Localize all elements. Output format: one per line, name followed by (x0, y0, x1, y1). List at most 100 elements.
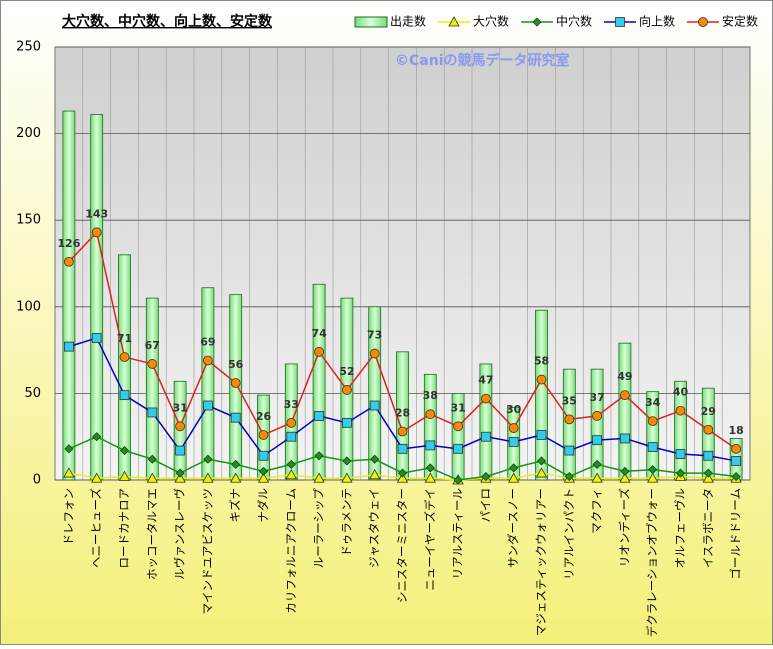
x-tick-label: リアルスティール (451, 488, 465, 579)
data-label: 143 (85, 207, 108, 220)
point (481, 471, 491, 482)
point (647, 416, 658, 427)
bar (562, 368, 576, 481)
point (592, 411, 602, 421)
point (675, 468, 686, 478)
bar (145, 297, 159, 481)
point (620, 390, 630, 401)
point (675, 405, 686, 416)
point (341, 417, 352, 428)
y-tick-label: 150 (16, 213, 41, 228)
point (258, 466, 269, 476)
x-tick-label: ヘニーヒューズ (89, 488, 103, 568)
point (175, 445, 186, 456)
point (230, 472, 242, 483)
point (91, 333, 102, 343)
point (202, 355, 213, 366)
data-label: 58 (534, 355, 549, 368)
x-tick-label: イスラボニータ (701, 488, 715, 568)
x-tick-label: カリフォルニアクローム (284, 488, 298, 614)
data-label: 18 (728, 424, 743, 437)
y-tick-label: 0 (33, 473, 41, 488)
data-label: 29 (701, 405, 716, 418)
point (424, 472, 436, 483)
data-label: 38 (423, 389, 438, 402)
point (314, 411, 325, 421)
x-tick-label: ホッコータルマエ (145, 488, 159, 580)
point (369, 348, 380, 359)
point (64, 256, 74, 267)
point (397, 426, 408, 437)
x-tick-label: ロードカナロア (117, 488, 131, 569)
point (619, 472, 631, 483)
point (174, 472, 186, 483)
point (286, 417, 297, 428)
point (647, 472, 659, 483)
point (731, 456, 741, 466)
point (119, 445, 130, 456)
point (341, 472, 353, 483)
point (342, 456, 352, 466)
data-label: 73 (367, 329, 382, 342)
x-tick-label: ナダル (256, 488, 270, 523)
x-tick-label: マジェスティックウォリアー (534, 488, 548, 636)
point (535, 467, 548, 478)
data-label: 56 (228, 358, 244, 371)
point (91, 227, 102, 238)
x-tick-label: デクラレーションオブウォー (645, 488, 659, 637)
bar (618, 342, 632, 481)
point (118, 470, 131, 481)
data-label: 31 (450, 401, 465, 414)
point (63, 467, 75, 478)
x-tick-label: オルフェーヴル (673, 488, 687, 569)
x-tick-label: リアルインパクト (562, 488, 576, 580)
point (592, 459, 602, 469)
point (480, 393, 491, 404)
point (369, 468, 381, 480)
point (313, 472, 325, 483)
point (314, 346, 325, 357)
point (397, 468, 408, 478)
point (175, 468, 185, 478)
point (119, 390, 130, 401)
point (286, 431, 297, 442)
data-label: 52 (339, 365, 354, 378)
point (231, 459, 241, 469)
x-tick-label: ジャスタウェイ (367, 488, 381, 568)
point (508, 472, 520, 483)
legend-swatch (354, 16, 388, 28)
point (731, 443, 741, 454)
point (230, 412, 241, 423)
point (230, 378, 241, 388)
point (396, 472, 409, 483)
bar (312, 283, 326, 481)
point (536, 374, 547, 385)
x-tick-label: マインドユアビスケッツ (200, 488, 214, 615)
legend-label: 安定数 (722, 14, 758, 29)
point (480, 431, 491, 442)
data-label: 67 (145, 339, 160, 352)
point (703, 468, 713, 478)
point (147, 359, 158, 369)
point (314, 451, 324, 461)
point (202, 400, 213, 411)
point (203, 454, 213, 464)
chart-title: 大穴数、中穴数、向上数、安定数 (62, 13, 273, 30)
data-label: 35 (562, 394, 577, 407)
data-label: 40 (673, 386, 689, 399)
point (647, 442, 658, 452)
data-label: 28 (395, 407, 410, 420)
x-tick-label: シニスターミニスター (395, 488, 409, 603)
point (620, 433, 630, 444)
y-tick-label: 200 (16, 126, 41, 141)
legend-label: 大穴数 (473, 14, 509, 29)
point (453, 475, 463, 485)
point (703, 424, 714, 435)
x-tick-label: パイロ (478, 488, 492, 523)
point (175, 421, 186, 432)
point (564, 414, 575, 425)
point (258, 430, 269, 440)
x-tick-label: キズナ (228, 488, 242, 523)
point (453, 421, 464, 432)
